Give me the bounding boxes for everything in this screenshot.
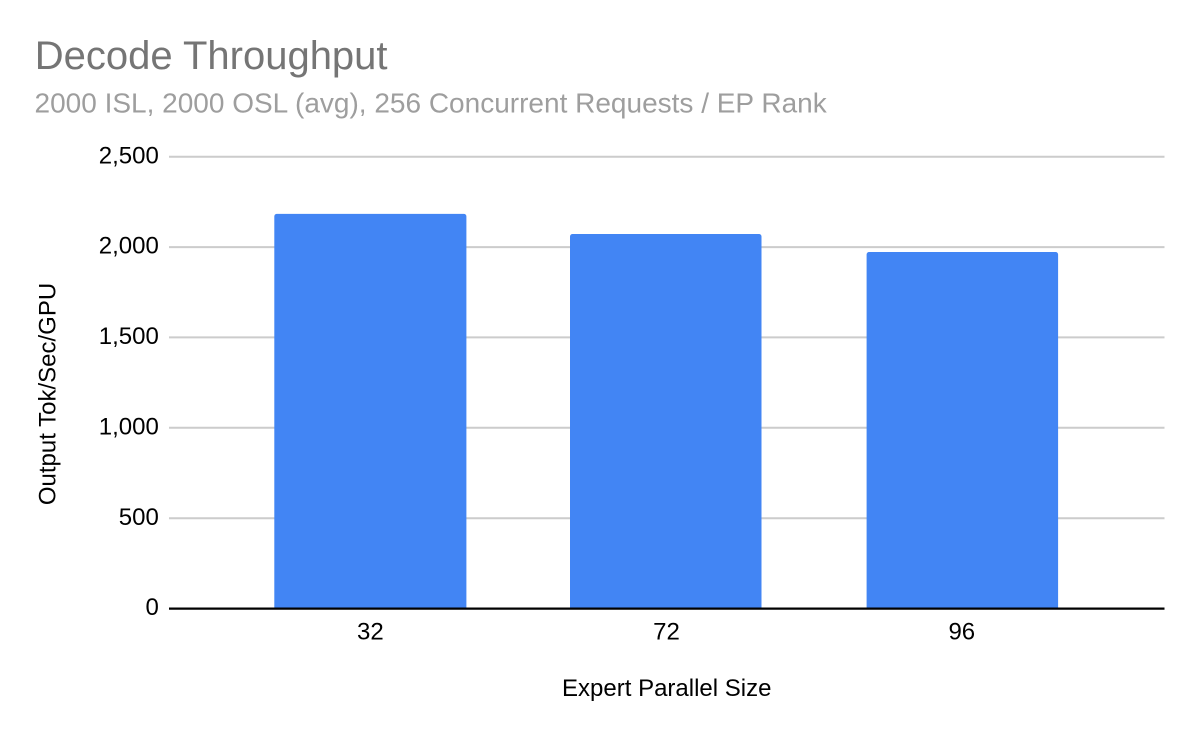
svg-text:Output Tok/Sec/GPU: Output Tok/Sec/GPU — [34, 283, 61, 505]
svg-text:Decode Throughput: Decode Throughput — [35, 34, 388, 78]
svg-text:1,000: 1,000 — [99, 413, 159, 440]
svg-text:500: 500 — [119, 504, 159, 531]
svg-text:Expert Parallel Size: Expert Parallel Size — [562, 675, 771, 702]
svg-text:96: 96 — [948, 619, 975, 646]
svg-text:0: 0 — [145, 594, 158, 621]
svg-text:2000 ISL, 2000 OSL (avg), 256: 2000 ISL, 2000 OSL (avg), 256 Concurrent… — [35, 87, 828, 118]
svg-text:2,000: 2,000 — [99, 233, 159, 260]
svg-text:32: 32 — [357, 619, 384, 646]
svg-text:1,500: 1,500 — [99, 323, 159, 350]
svg-text:2,500: 2,500 — [99, 142, 159, 169]
svg-text:72: 72 — [653, 619, 680, 646]
